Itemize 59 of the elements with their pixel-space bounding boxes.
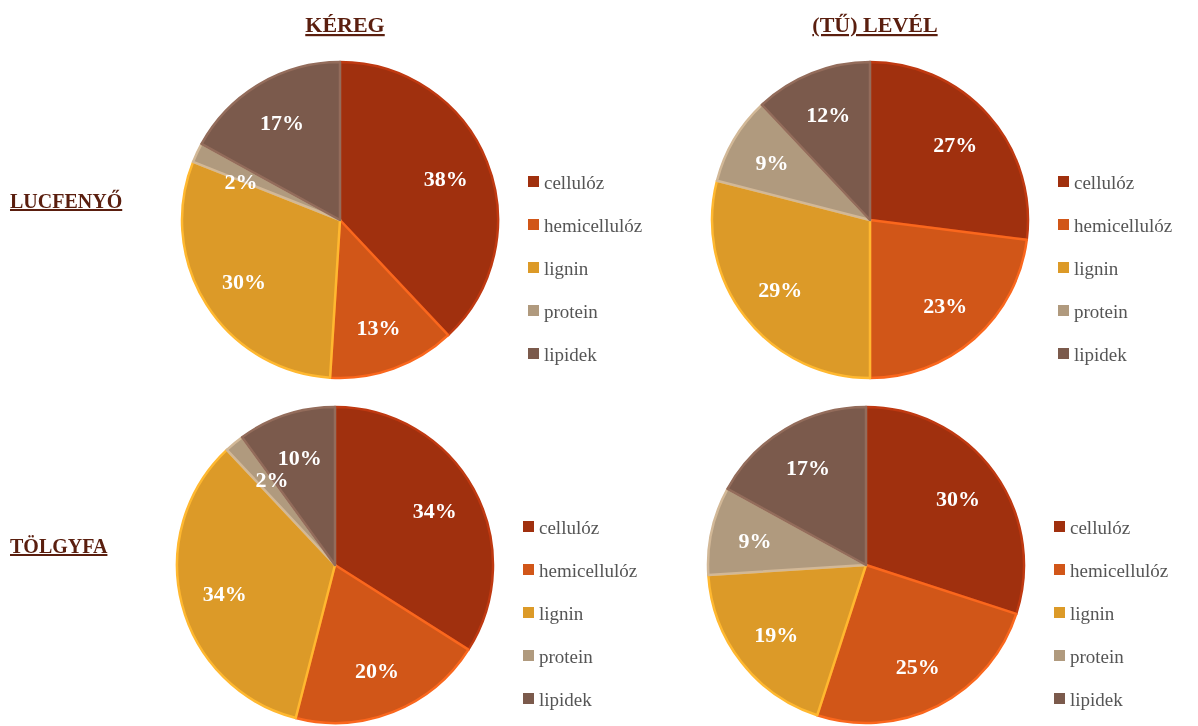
pie-slice — [707, 563, 868, 717]
pie-slice — [240, 405, 337, 567]
data-label: 34% — [412, 497, 457, 523]
legend-label: lignin — [544, 257, 589, 279]
data-label: 12% — [806, 101, 851, 127]
legend-label: cellulóz — [539, 516, 600, 538]
chart-title: (TŰ) LEVÉL — [812, 12, 938, 37]
data-label: 13% — [356, 314, 401, 340]
data-label: 27% — [933, 132, 978, 158]
data-label: 23% — [923, 293, 968, 319]
pie-slice — [294, 563, 470, 725]
pie-slice — [868, 218, 1028, 380]
pie-slice — [710, 179, 872, 380]
legend-label: hemicellulóz — [544, 214, 643, 236]
data-label: 2% — [255, 467, 289, 493]
data-label: 29% — [758, 277, 803, 303]
data-label: 30% — [221, 268, 266, 294]
text: LUCFENYŐ — [10, 189, 123, 212]
data-label: 19% — [754, 622, 799, 648]
data-label: 30% — [936, 485, 981, 511]
pie-slice — [715, 103, 872, 222]
pie-slice — [864, 405, 1025, 616]
legend-label: lipidek — [1074, 343, 1128, 365]
data-label: 17% — [786, 454, 831, 480]
text: TÖLGYFA — [10, 535, 108, 557]
data-label: 20% — [354, 658, 399, 684]
legend-label: protein — [539, 645, 594, 667]
legend-label: cellulóz — [544, 171, 605, 193]
legend-label: lignin — [1070, 602, 1115, 624]
data-label: 9% — [755, 149, 789, 175]
pie-slice — [726, 405, 868, 567]
legend-label: hemicellulóz — [539, 559, 638, 581]
legend-label: lipidek — [544, 343, 598, 365]
legend-label: lignin — [539, 602, 584, 624]
pie-slice — [338, 60, 499, 337]
legend-label: protein — [544, 300, 599, 322]
pie-slice — [815, 563, 1018, 725]
data-label: 10% — [277, 444, 322, 470]
legend-label: protein — [1070, 645, 1125, 667]
legend-label: lipidek — [539, 688, 593, 710]
legend-label: lignin — [1074, 257, 1119, 279]
legend-label: protein — [1074, 300, 1129, 322]
legend-label: hemicellulóz — [1070, 559, 1169, 581]
data-label: 25% — [895, 654, 940, 680]
pie-slice — [180, 160, 342, 379]
chart-title: KÉREG — [305, 12, 385, 37]
pie-slice — [333, 405, 494, 651]
legend-label: cellulóz — [1070, 516, 1131, 538]
data-label: 38% — [423, 165, 468, 191]
data-label: 17% — [260, 109, 305, 135]
data-label: 9% — [738, 527, 772, 553]
pie-slice — [328, 218, 450, 380]
legend-label: lipidek — [1070, 688, 1124, 710]
pie-slice — [200, 60, 342, 222]
pie-slice — [176, 448, 337, 720]
legend-label: hemicellulóz — [1074, 214, 1173, 236]
pie-slice — [868, 60, 1030, 242]
data-label: 34% — [202, 580, 247, 606]
legend-label: cellulóz — [1074, 171, 1135, 193]
